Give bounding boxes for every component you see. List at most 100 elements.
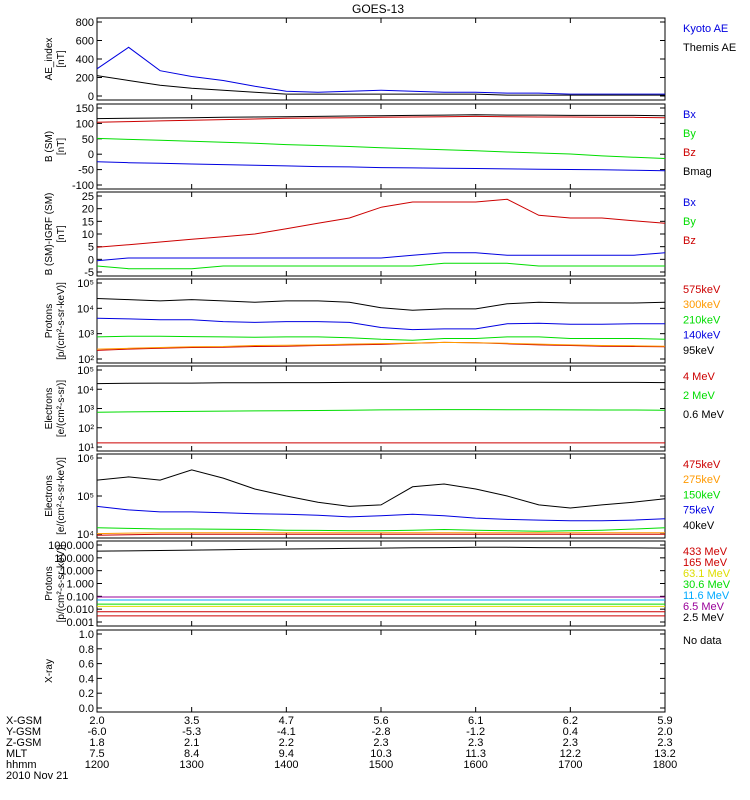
x-row-value: 6.2 (563, 715, 578, 727)
y-axis-label: [p/(cm²-s-sr-keV)] (56, 544, 67, 622)
x-row-value: 1700 (558, 759, 582, 771)
legend-entry: 0.6 MeV (683, 409, 725, 421)
legend-entry: 11.6 MeV (683, 590, 730, 602)
y-tick-label: 0.010 (66, 604, 94, 616)
y-tick-label: 1000.000 (48, 540, 94, 552)
legend-entry: 2.5 MeV (683, 612, 725, 624)
y-axis-label: Protons (44, 566, 55, 600)
y-tick-label: 1.000 (66, 579, 94, 591)
y-tick-label: 0.6 (79, 659, 94, 671)
x-row-value: 5.9 (657, 715, 672, 727)
series-line (96, 317, 665, 331)
x-row-value: 6.1 (468, 715, 483, 727)
x-row-value: 7.5 (89, 748, 104, 760)
series-line (96, 114, 666, 120)
panel-frame (96, 365, 666, 452)
legend-entry: 575keV (683, 284, 721, 296)
y-tick-label: 200 (76, 73, 94, 85)
panel-frame (96, 453, 666, 539)
y-tick-label: 10 (82, 229, 94, 241)
y-tick-label: 100 (76, 118, 94, 130)
x-row-value: 10.3 (370, 748, 391, 760)
x-row-value: 1200 (85, 759, 109, 771)
series-line (96, 469, 666, 509)
legend-entry: 30.6 MeV (683, 579, 731, 591)
y-tick-label: 0 (88, 149, 94, 161)
x-row-value: 1400 (274, 759, 298, 771)
legend-entry: 165 MeV (683, 557, 728, 569)
series-line (96, 252, 666, 262)
y-axis-label: B (SM) (44, 131, 55, 162)
y-tick-label: 5 (88, 242, 94, 254)
x-row-value: 2.0 (89, 715, 104, 727)
y-tick-label: 10⁴ (77, 303, 94, 315)
legend-entry: 2 MeV (683, 390, 715, 402)
y-tick-label: 10² (78, 423, 94, 435)
legend-entry: Themis AE (683, 42, 736, 54)
series-line (96, 115, 666, 123)
legend-entry: No data (683, 635, 722, 647)
series-line (96, 532, 665, 535)
y-tick-label: 0.0 (79, 703, 94, 715)
x-row-value: 2.3 (657, 737, 672, 749)
panel-frame (96, 191, 666, 277)
series-line (96, 46, 665, 95)
x-row-label: Z-GSM (6, 737, 41, 749)
legend-entry: 63.1 MeV (683, 568, 731, 580)
y-tick-label: 0.8 (79, 644, 94, 656)
series-line (96, 341, 666, 350)
y-tick-label: 20 (82, 204, 94, 216)
y-tick-label: 800 (76, 17, 94, 29)
y-tick-label: 10³ (78, 329, 94, 341)
legend-entry: By (683, 216, 696, 228)
series-line (96, 409, 666, 413)
x-row-value: 12.2 (560, 748, 581, 760)
x-row-value: 13.2 (654, 748, 675, 760)
legend-entry: By (683, 128, 696, 140)
x-row-value: 8.4 (184, 748, 199, 760)
y-tick-label: 10⁵ (77, 491, 94, 503)
x-row-value: 11.3 (465, 748, 486, 760)
legend-entry: 4 MeV (683, 371, 715, 383)
panel-frame (96, 629, 666, 713)
legend-entry: 75keV (683, 505, 715, 517)
y-axis-label: B (SM)-IGRF (SM) (44, 193, 55, 276)
y-tick-label: 600 (76, 36, 94, 48)
y-tick-label: 10³ (78, 404, 94, 416)
y-axis-label: Electrons (44, 475, 55, 517)
y-axis-label: Electrons (44, 388, 55, 430)
y-tick-label: 15 (82, 216, 94, 228)
panel-ae: 800 600 400 200 0 AE_index [nT] Kyoto AE Themis … (44, 17, 736, 103)
series-line (96, 341, 666, 351)
series-line (96, 546, 666, 552)
x-row-value: 1300 (179, 759, 203, 771)
x-row-value: -5.3 (182, 726, 201, 738)
y-tick-label: -5 (84, 267, 94, 279)
x-row-value: 2.0 (657, 726, 672, 738)
y-tick-label: 0.2 (79, 688, 94, 700)
series-line (96, 527, 666, 532)
y-axis-label: AE_index (44, 38, 55, 81)
y-tick-label: 0 (88, 254, 94, 266)
series-line (96, 335, 666, 341)
series-line (96, 381, 666, 385)
y-tick-label: 10⁴ (77, 384, 94, 396)
legend-entry: 433 MeV (683, 546, 728, 558)
x-row-value: 5.6 (373, 715, 388, 727)
panel-xray: 1.0 0.8 0.6 0.4 0.2 0.0 X-ray No data (44, 629, 722, 715)
series-line (96, 161, 666, 172)
date-label: 2010 Nov 21 (6, 770, 68, 782)
x-row-value: 2.3 (468, 737, 483, 749)
x-row-label: X-GSM (6, 715, 42, 727)
y-tick-label: 10⁵ (77, 365, 94, 377)
y-tick-label: 100.000 (54, 553, 94, 565)
series-line (96, 137, 666, 159)
legend-entry: 150keV (683, 489, 721, 501)
panel-bsm: 150 100 50 0 -50 -100 B (SM) [nT] Bx By Bz Bmag (44, 103, 712, 192)
legend-entry: 95keV (683, 345, 715, 357)
legend-entry: Kyoto AE (683, 23, 728, 35)
y-tick-label: 10² (78, 354, 94, 366)
